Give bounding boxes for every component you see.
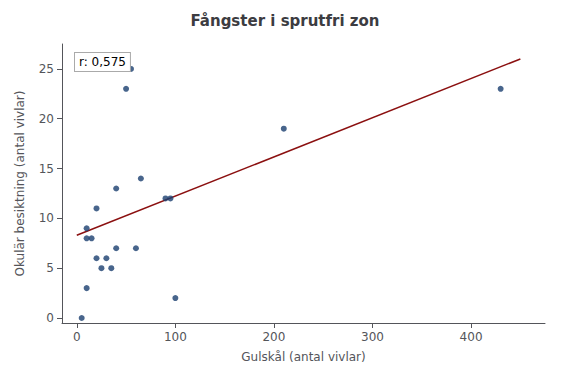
svg-text:400: 400	[460, 330, 483, 344]
svg-text:Gulskål (antal vivlar): Gulskål (antal vivlar)	[241, 350, 365, 364]
svg-text:0: 0	[73, 330, 81, 344]
svg-text:Okulär besiktning (antal vivla: Okulär besiktning (antal vivlar)	[13, 91, 27, 277]
svg-text:Fångster i sprutfri zon: Fångster i sprutfri zon	[190, 12, 379, 30]
svg-text:25: 25	[39, 62, 54, 76]
svg-text:300: 300	[361, 330, 384, 344]
svg-text:15: 15	[39, 162, 54, 176]
svg-text:0: 0	[46, 311, 54, 325]
svg-text:r: 0,575: r: 0,575	[79, 55, 126, 69]
svg-text:10: 10	[39, 211, 54, 225]
svg-text:5: 5	[46, 261, 54, 275]
svg-text:200: 200	[262, 330, 285, 344]
svg-text:20: 20	[39, 112, 54, 126]
svg-text:100: 100	[164, 330, 187, 344]
